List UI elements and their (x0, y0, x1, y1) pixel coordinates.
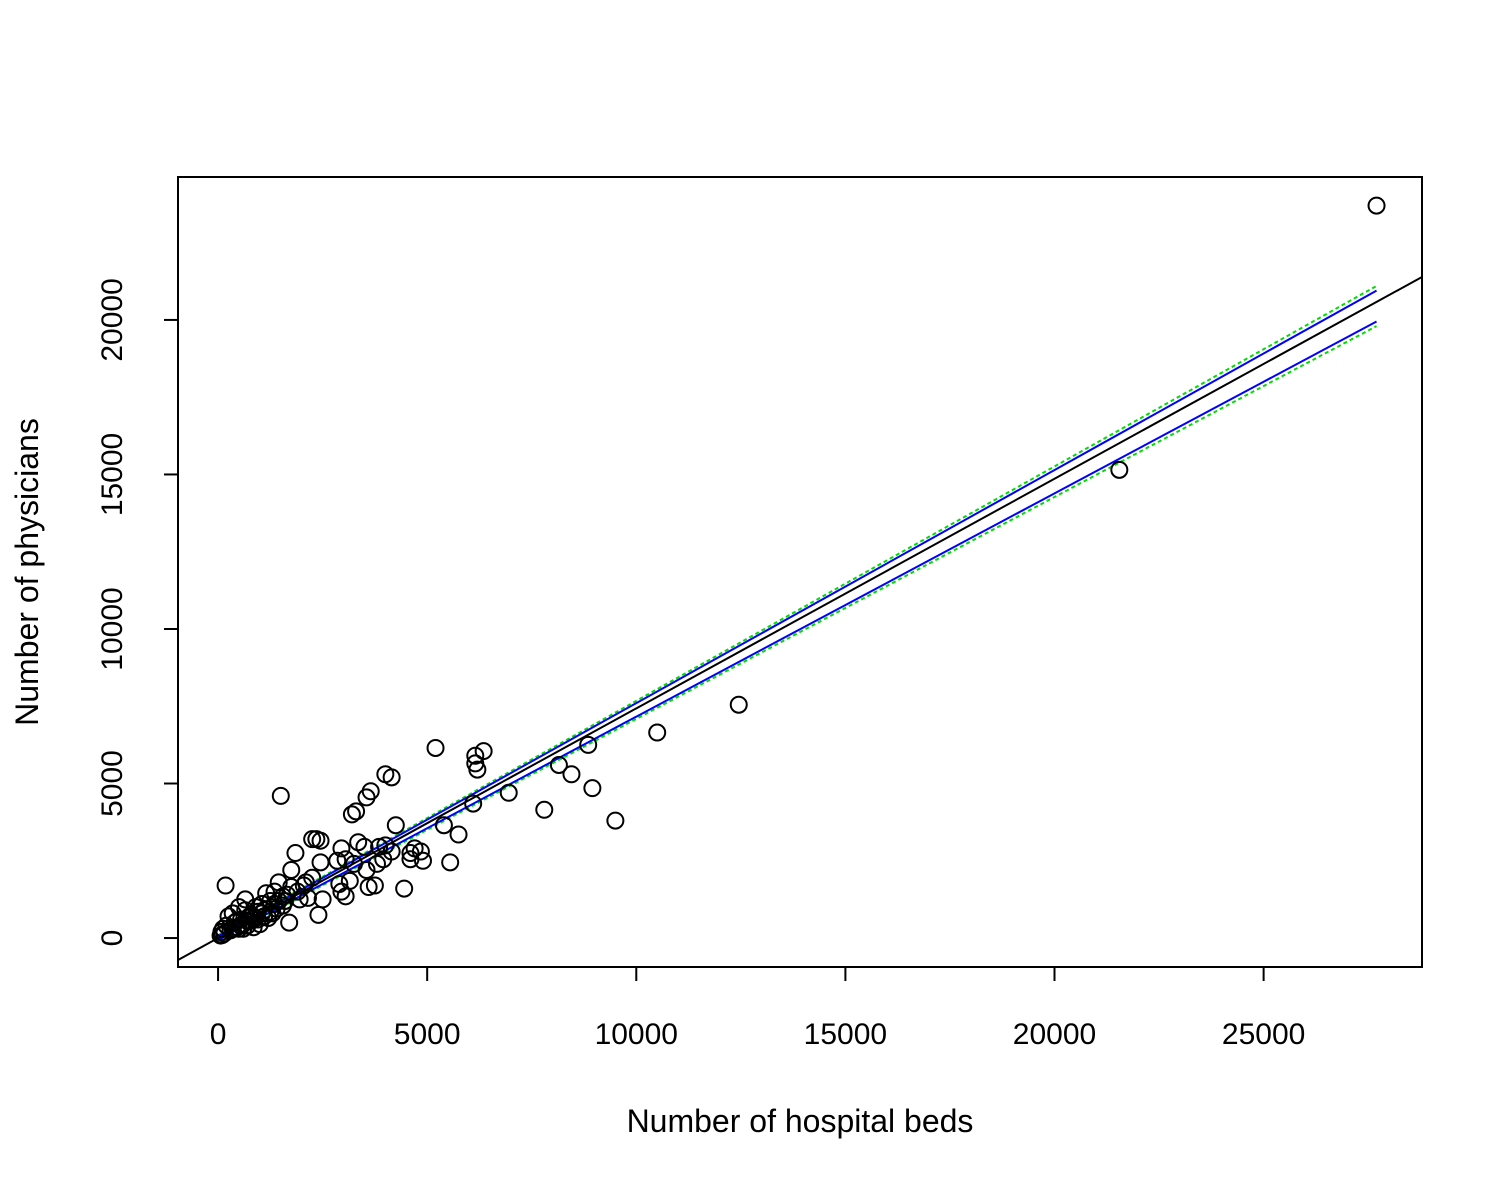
x-tick-label: 20000 (1013, 1018, 1096, 1051)
data-point (401, 850, 420, 869)
y-tick-label: 5000 (96, 750, 129, 817)
x-axis-label: Number of hospital beds (627, 1103, 974, 1139)
data-point (309, 905, 328, 924)
prediction-band-lower (217, 325, 1378, 942)
data-point (342, 805, 361, 824)
data-point (376, 765, 395, 784)
x-tick-label: 5000 (394, 1018, 461, 1051)
data-point (340, 871, 359, 890)
data-point (729, 695, 748, 714)
data-point (466, 754, 485, 773)
data-point (376, 836, 395, 855)
data-point (311, 853, 330, 872)
data-point (313, 890, 332, 909)
data-points (211, 196, 1386, 945)
fit-line (178, 276, 1422, 961)
data-point (405, 839, 424, 858)
data-point (265, 882, 284, 901)
confidence-band-upper (217, 289, 1378, 938)
data-point (336, 887, 355, 906)
confidence-band-lower (217, 320, 1378, 941)
data-point (464, 794, 483, 813)
y-tick-label: 0 (96, 930, 129, 947)
data-point (499, 783, 518, 802)
data-point (367, 854, 386, 873)
data-point (269, 873, 288, 892)
prediction-band-upper (217, 285, 1378, 937)
data-point (466, 746, 485, 765)
data-point (234, 915, 253, 934)
data-point (357, 788, 376, 807)
x-tick-label: 25000 (1222, 1018, 1305, 1051)
data-point (216, 876, 235, 895)
data-point (434, 816, 453, 835)
data-point (290, 890, 309, 909)
data-point (426, 738, 445, 757)
data-point (332, 839, 351, 858)
data-point (1367, 196, 1386, 215)
x-axis: 0 5000 10000 15000 20000 25000 (210, 966, 1305, 1051)
data-point (395, 879, 414, 898)
data-point (579, 735, 598, 754)
data-point (1110, 460, 1129, 479)
data-point (365, 876, 384, 895)
regression-lines (178, 276, 1422, 961)
data-point (583, 779, 602, 798)
data-point (386, 816, 405, 835)
data-point (307, 830, 326, 849)
data-point (474, 742, 493, 761)
x-tick-label: 0 (210, 1018, 227, 1051)
data-point (648, 723, 667, 742)
data-point (303, 830, 322, 849)
data-point (449, 825, 468, 844)
data-point (401, 844, 420, 863)
x-tick-label: 10000 (595, 1018, 678, 1051)
y-tick-label: 20000 (96, 278, 129, 361)
data-point (269, 891, 288, 910)
data-point (223, 919, 242, 938)
data-point (344, 854, 363, 873)
data-point (606, 811, 625, 830)
data-point (271, 786, 290, 805)
y-axis: 0 5000 10000 15000 20000 (96, 278, 179, 947)
data-point (359, 878, 378, 897)
data-point (273, 896, 292, 915)
data-point (562, 765, 581, 784)
data-point (229, 919, 248, 938)
y-axis-label: Number of physicians (9, 418, 45, 726)
x-tick-label: 15000 (804, 1018, 887, 1051)
data-point (347, 802, 366, 821)
data-point (370, 837, 389, 856)
data-point (280, 913, 299, 932)
data-point (330, 874, 349, 893)
data-point (336, 850, 355, 869)
data-point (441, 853, 460, 872)
data-point (219, 907, 238, 926)
data-point (349, 833, 368, 852)
data-point (286, 844, 305, 863)
y-tick-label: 15000 (96, 433, 129, 516)
data-point (282, 861, 301, 880)
data-point (332, 882, 351, 901)
data-point (535, 800, 554, 819)
data-point (549, 755, 568, 774)
data-point (296, 873, 315, 892)
y-tick-label: 10000 (96, 587, 129, 670)
